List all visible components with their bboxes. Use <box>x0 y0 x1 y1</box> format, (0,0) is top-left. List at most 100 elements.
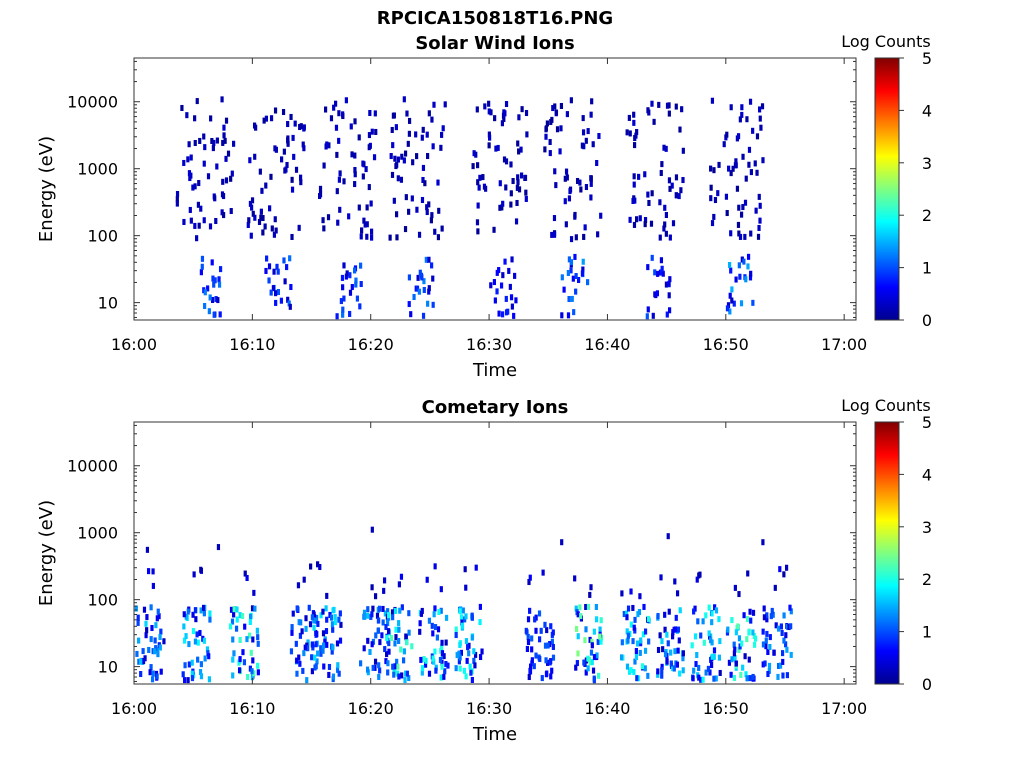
heatmap-cell <box>337 137 341 144</box>
y-axis-label: Energy (eV) <box>36 500 57 606</box>
heatmap-cell <box>208 223 213 230</box>
heatmap-cell <box>309 563 313 570</box>
heatmap-cell <box>341 284 345 291</box>
heatmap-cell <box>702 639 706 646</box>
heatmap-cell <box>667 177 672 184</box>
heatmap-cell <box>195 98 199 105</box>
heatmap-cell <box>725 131 729 138</box>
heatmap-cell <box>362 217 366 224</box>
colorbar-label: Log Counts <box>841 396 931 415</box>
heatmap-cell <box>730 656 734 663</box>
heatmap-cell <box>207 653 211 660</box>
heatmap-cell <box>534 652 538 659</box>
heatmap-cell <box>569 236 574 243</box>
colorbar-gradient <box>874 421 900 685</box>
heatmap-cell <box>393 155 397 162</box>
heatmap-cell <box>439 674 443 681</box>
heatmap-cell <box>397 673 401 680</box>
heatmap-cell <box>418 269 422 276</box>
heatmap-cell <box>567 195 572 202</box>
heatmap-cell <box>544 133 548 140</box>
heatmap-cell <box>660 161 664 168</box>
heatmap-cell <box>584 603 588 611</box>
heatmap-cell <box>636 675 641 682</box>
heatmap-cell <box>253 214 257 221</box>
heatmap-cell <box>716 190 720 197</box>
heatmap-cell <box>290 186 295 193</box>
heatmap-cell <box>271 285 275 292</box>
heatmap-cell <box>238 612 242 619</box>
heatmap-cell <box>487 108 491 115</box>
heatmap-cell <box>751 299 755 306</box>
heatmap-cell <box>457 658 461 665</box>
heatmap-cell <box>463 566 467 573</box>
heatmap-cell <box>704 669 708 676</box>
heatmap-cell <box>634 654 639 661</box>
heatmap-cell <box>394 124 398 131</box>
heatmap-cell <box>296 605 300 612</box>
heatmap-cell <box>422 286 426 294</box>
heatmap-cell <box>543 146 547 153</box>
heatmap-cell <box>629 621 633 628</box>
heatmap-cell <box>325 641 329 648</box>
heatmap-cell <box>427 617 432 624</box>
heatmap-cell <box>299 123 303 130</box>
heatmap-cell <box>335 640 340 647</box>
heatmap-cell <box>581 129 586 136</box>
heatmap-cell <box>276 268 280 275</box>
heatmap-cell <box>481 174 485 181</box>
heatmap-cell <box>443 101 447 108</box>
heatmap-cell <box>568 188 572 195</box>
heatmap-cell <box>200 255 205 262</box>
heatmap-cell <box>247 632 252 639</box>
heatmap-cell <box>692 667 696 674</box>
heatmap-cell <box>440 639 444 646</box>
heatmap-cell <box>262 117 266 124</box>
heatmap-cell <box>749 230 753 237</box>
heatmap-cell <box>433 605 437 612</box>
heatmap-cell <box>633 134 637 142</box>
heatmap-cell <box>664 281 669 288</box>
heatmap-cell <box>286 135 290 142</box>
heatmap-cell <box>302 650 306 657</box>
heatmap-cell <box>746 570 750 577</box>
heatmap-cell <box>784 564 789 571</box>
heatmap-cell <box>620 590 624 597</box>
heatmap-cell <box>347 213 351 220</box>
heatmap-cell <box>707 630 711 637</box>
heatmap-cell <box>709 662 714 669</box>
heatmap-cell <box>319 645 323 652</box>
heatmap-cell <box>681 177 685 184</box>
heatmap-cell <box>158 633 162 640</box>
heatmap-cell <box>421 176 425 183</box>
heatmap-cell <box>175 190 180 198</box>
heatmap-cell <box>310 654 314 661</box>
heatmap-cell <box>545 627 549 634</box>
heatmap-cell <box>589 584 593 591</box>
heatmap-cell <box>439 647 443 654</box>
heatmap-cell <box>551 643 555 650</box>
heatmap-cell <box>439 607 443 614</box>
heatmap-cell <box>196 656 200 663</box>
heatmap-cell <box>472 657 476 664</box>
heatmap-cell <box>358 303 362 310</box>
heatmap-cell <box>359 660 363 667</box>
heatmap-cell <box>586 279 590 286</box>
heatmap-cell <box>718 669 722 676</box>
heatmap-cell <box>494 145 498 152</box>
heatmap-cell <box>265 255 269 262</box>
heatmap-cell <box>544 125 548 132</box>
x-tick-label: 16:30 <box>466 699 512 718</box>
heatmap-cell <box>392 112 396 119</box>
heatmap-cell <box>730 286 734 293</box>
heatmap-cell <box>744 276 748 283</box>
heatmap-cell <box>709 195 713 202</box>
heatmap-cell <box>532 663 536 670</box>
heatmap-cell <box>341 111 345 118</box>
heatmap-cell <box>598 626 602 633</box>
heatmap-cell <box>574 625 579 632</box>
heatmap-cell <box>661 270 665 277</box>
heatmap-cell <box>224 117 229 124</box>
heatmap-cell <box>334 100 338 107</box>
heatmap-cell <box>562 286 566 293</box>
